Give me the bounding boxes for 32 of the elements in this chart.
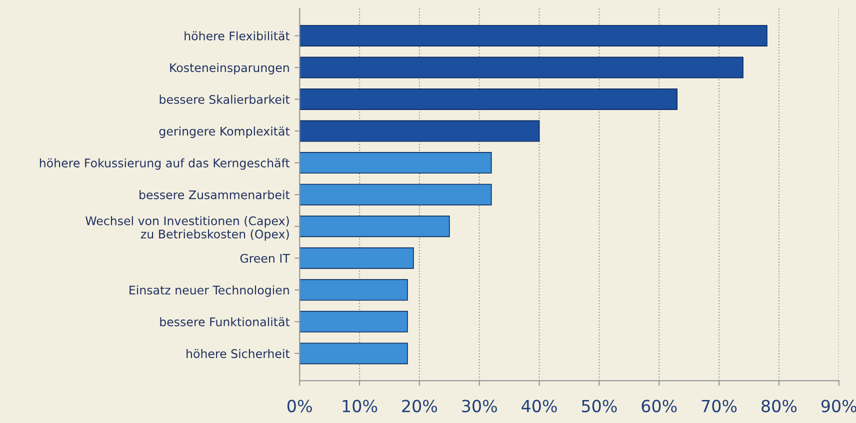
bar: [300, 247, 414, 269]
bar: [300, 56, 744, 78]
bar: [300, 279, 408, 301]
bar: [300, 342, 408, 364]
x-tick-label: 50%: [582, 400, 617, 412]
bar: [300, 120, 540, 142]
y-tick-label: höhere Flexibilität: [184, 31, 290, 40]
x-tick-label: 60%: [642, 400, 677, 412]
y-tick-label: Wechsel von Investitionen (Capex) zu Betriebskosten (Opex): [86, 216, 289, 241]
y-tick-label: höhere Sicherheit: [186, 348, 290, 358]
y-tick-label: höhere Fokussierung auf das Kerngeschäft: [40, 158, 290, 170]
bar: [300, 152, 492, 174]
y-tick-label: Kosteneinsparungen: [170, 62, 289, 74]
y-tick-label: bessere Zusammenarbeit: [140, 190, 290, 200]
x-tick-label: 40%: [522, 400, 557, 412]
x-tick-label: 10%: [342, 400, 378, 412]
y-tick-label: geringere Komplexität: [159, 126, 290, 138]
x-tick-label: 90%: [821, 400, 856, 412]
y-tick-label: Einsatz neuer Technologien: [130, 285, 289, 297]
bar: [300, 24, 768, 46]
x-tick-label: 20%: [402, 400, 438, 412]
bar: [300, 216, 450, 238]
y-tick-label: Green IT: [240, 254, 290, 263]
x-tick-label: 0%: [287, 400, 312, 412]
y-tick-label: bessere Skalierbarkeit: [160, 94, 290, 104]
bar: [300, 88, 678, 110]
bar: [300, 310, 408, 332]
x-tick-label: 70%: [702, 400, 737, 412]
x-tick-label: 30%: [462, 400, 497, 412]
x-tick-label: 80%: [762, 400, 797, 412]
bar: [300, 184, 492, 206]
y-tick-label: bessere Funktionalität: [160, 317, 290, 326]
